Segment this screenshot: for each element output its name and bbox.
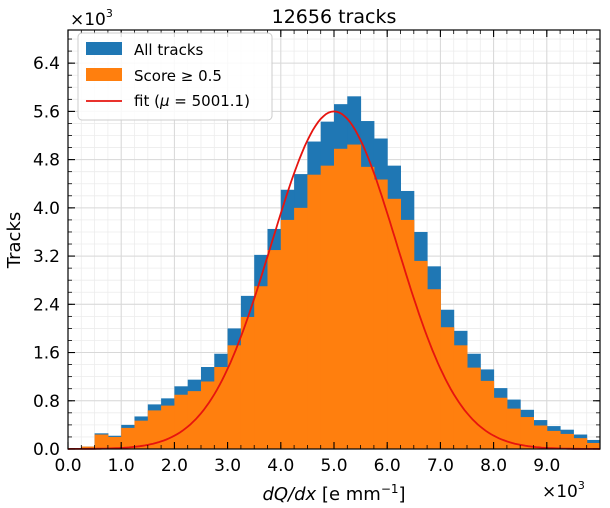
score-bar <box>81 446 96 449</box>
x-tick-label: 4.0 <box>267 456 294 476</box>
legend: All tracks Score ≥ 0.5 fit (μ = 5001.1) <box>77 32 273 121</box>
x-tick-label: 6.0 <box>374 456 401 476</box>
x-axis-title: dQ/dx [e mm−1] <box>262 482 405 505</box>
score-bar <box>94 434 109 449</box>
score-bar <box>307 174 322 449</box>
fit-curve <box>67 110 601 450</box>
x-tick-label: 5.0 <box>320 456 347 476</box>
score-bar <box>240 316 255 449</box>
score-bar <box>560 433 574 449</box>
y-tick-label: 3.2 <box>33 247 60 267</box>
y-tick-labels: 0.0 0.8 1.6 2.4 3.2 4.0 4.8 5.6 6.4 <box>33 54 60 460</box>
score-bar <box>387 198 401 449</box>
score-bar <box>480 380 495 449</box>
y-tick-label: 4.0 <box>33 199 60 219</box>
score-bar <box>267 250 282 449</box>
score-bar <box>347 144 362 450</box>
score-bar <box>506 408 521 449</box>
y-tick-label: 1.6 <box>33 344 60 364</box>
score-bar <box>280 219 295 449</box>
score-bar <box>174 394 189 449</box>
y-axis-title: Tracks <box>4 212 25 269</box>
legend-fit-label: fit (μ = 5001.1) <box>134 92 250 110</box>
x-tick-label: 9.0 <box>533 456 560 476</box>
score-bar <box>546 430 561 449</box>
y-multiplier: ×103 <box>70 7 113 30</box>
x-tick-labels: 0.0 1.0 2.0 3.0 4.0 5.0 6.0 7.0 8.0 9.0 <box>54 456 560 476</box>
score-bar <box>373 179 388 449</box>
score-bar <box>573 438 588 449</box>
score-bar <box>214 367 229 449</box>
score-bar <box>400 219 415 449</box>
chart-title: 12656 tracks <box>272 6 397 28</box>
score-bar <box>467 367 481 449</box>
y-tick-label: 0.0 <box>33 440 60 460</box>
y-tick-label: 4.8 <box>33 151 60 171</box>
x-tick-label: 0.0 <box>54 456 81 476</box>
x-tick-label: 7.0 <box>427 456 454 476</box>
legend-score-label: Score ≥ 0.5 <box>134 67 222 85</box>
score-bar <box>427 289 441 449</box>
score-bar <box>586 442 601 449</box>
score-bar <box>520 417 534 449</box>
x-tick-label: 8.0 <box>480 456 507 476</box>
legend-all-tracks-label: All tracks <box>134 41 204 59</box>
score-bar <box>360 166 375 449</box>
score-bar <box>107 436 122 449</box>
x-tick-label: 2.0 <box>161 456 188 476</box>
score-bar <box>533 425 548 449</box>
score-bar <box>453 345 468 449</box>
x-tick-label: 3.0 <box>214 456 241 476</box>
score-bar <box>440 327 455 449</box>
legend-all-tracks-swatch <box>86 42 122 55</box>
score-bars <box>68 144 601 450</box>
score-bar <box>294 207 308 449</box>
score-bar <box>254 286 268 449</box>
legend-box <box>77 32 273 121</box>
y-tick-label: 2.4 <box>33 295 60 315</box>
score-bar <box>493 397 508 449</box>
score-bar <box>413 260 428 449</box>
x-tick-label: 1.0 <box>108 456 135 476</box>
y-tick-label: 5.6 <box>33 102 60 122</box>
y-tick-label: 6.4 <box>33 54 60 74</box>
score-bar <box>121 427 135 449</box>
x-multiplier: ×103 <box>542 479 585 502</box>
score-bar <box>320 165 335 450</box>
score-bar <box>334 148 348 449</box>
score-bar <box>134 420 149 449</box>
legend-score-swatch <box>86 68 122 81</box>
score-bar <box>161 405 175 449</box>
y-tick-label: 0.8 <box>33 392 60 412</box>
score-bar <box>227 345 242 449</box>
score-bar <box>201 381 215 449</box>
score-bar <box>147 410 162 449</box>
